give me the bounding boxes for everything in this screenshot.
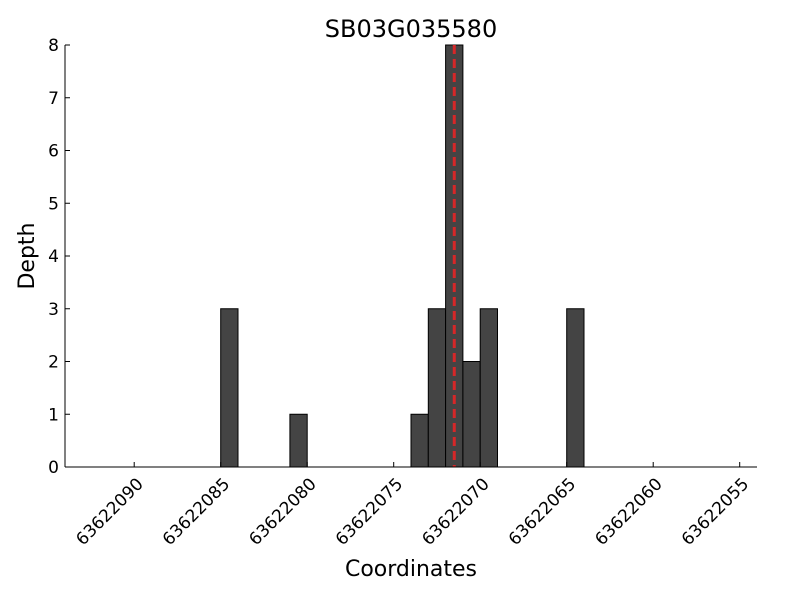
x-axis-label: Coordinates [345, 557, 477, 582]
y-tick-label: 1 [48, 405, 59, 425]
bar [479, 308, 499, 468]
y-tick-label: 7 [48, 89, 59, 109]
bar [566, 308, 585, 468]
y-tick-label: 3 [48, 300, 59, 320]
bar [427, 308, 447, 468]
y-tick-label: 4 [48, 247, 59, 267]
bar [220, 308, 239, 468]
bar [289, 413, 308, 468]
bar [410, 413, 429, 468]
chart-title: SB03G035580 [325, 15, 497, 43]
y-tick-label: 6 [48, 142, 59, 162]
y-tick-label: 2 [48, 353, 59, 373]
bar [462, 361, 481, 468]
y-tick-label: 5 [48, 194, 59, 214]
y-tick-label: 8 [48, 36, 59, 56]
y-tick-label: 0 [48, 458, 59, 478]
y-axis-label: Depth [15, 222, 40, 289]
